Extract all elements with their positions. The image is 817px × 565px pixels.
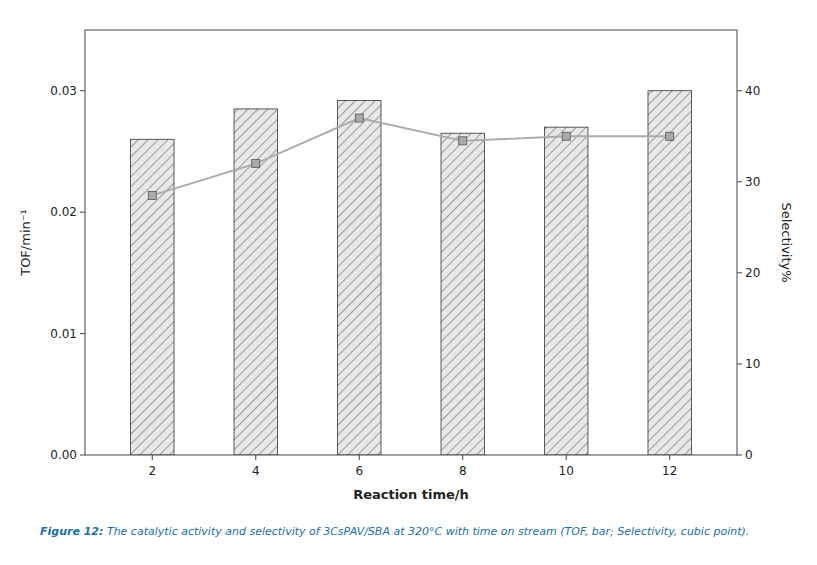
x-tick-label: 2 <box>148 464 156 478</box>
y-axis-label: TOF/min⁻¹ <box>18 209 33 277</box>
caption-part: Figure 12: <box>40 525 103 538</box>
y2-tick-label: 20 <box>745 266 760 280</box>
x-tick <box>359 455 360 460</box>
x-tick-label: 6 <box>355 464 363 478</box>
marker <box>459 137 467 145</box>
y2-tick <box>737 455 742 456</box>
bar <box>441 133 484 455</box>
y2-tick-label: 30 <box>745 175 760 189</box>
caption-part: The catalytic activity and selectivity o… <box>103 525 749 538</box>
x-tick-label: 8 <box>459 464 467 478</box>
plot-area <box>131 91 692 455</box>
marker <box>355 114 363 122</box>
y2-tick-label: 10 <box>745 357 760 371</box>
y-tick-label: 0.03 <box>50 84 77 98</box>
chart: 2 4 6 8 10 12 0.00 0.01 0.02 0.03 0 10 20 30 40 Reactio… <box>0 0 817 565</box>
x-tick <box>462 455 463 460</box>
y-tick <box>80 333 85 334</box>
bar <box>338 100 381 455</box>
y2-axis-label: Selectivity% <box>779 202 794 282</box>
x-tick-label: 10 <box>559 464 574 478</box>
y2-tick <box>737 272 742 273</box>
x-tick <box>669 455 670 460</box>
bar <box>234 109 277 455</box>
caption: Figure 12: The catalytic activity and se… <box>40 525 749 538</box>
y-tick-label: 0.00 <box>50 448 77 462</box>
y-tick <box>80 455 85 456</box>
x-tick-label: 4 <box>252 464 260 478</box>
marker <box>562 132 570 140</box>
marker <box>252 160 260 168</box>
y-tick-label: 0.01 <box>50 327 77 341</box>
y2-tick-label: 0 <box>745 448 753 462</box>
y-tick-label: 0.02 <box>50 205 77 219</box>
y-tick <box>80 90 85 91</box>
x-tick <box>566 455 567 460</box>
x-tick <box>255 455 256 460</box>
y2-tick <box>737 363 742 364</box>
x-tick <box>152 455 153 460</box>
x-axis-label: Reaction time/h <box>353 487 469 502</box>
marker <box>666 132 674 140</box>
line <box>152 118 669 195</box>
x-tick-label: 12 <box>662 464 677 478</box>
marker <box>148 191 156 199</box>
bar <box>131 139 174 455</box>
y-tick <box>80 212 85 213</box>
bar <box>545 127 588 455</box>
plot-frame <box>85 30 737 455</box>
y2-tick-label: 40 <box>745 84 760 98</box>
y2-tick <box>737 90 742 91</box>
bar <box>648 91 691 455</box>
y2-tick <box>737 181 742 182</box>
